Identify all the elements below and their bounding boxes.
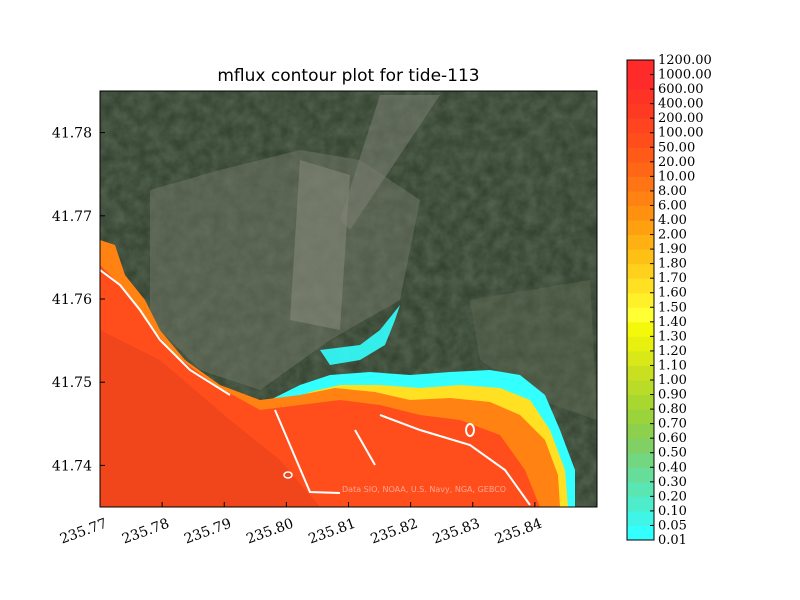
colorbar-segment bbox=[627, 292, 654, 308]
colorbar-label: 0.80 bbox=[658, 402, 687, 417]
colorbar-segment bbox=[627, 409, 654, 425]
colorbar-segment bbox=[627, 263, 654, 279]
colorbar-segment bbox=[627, 132, 654, 148]
colorbar-segment bbox=[627, 525, 654, 541]
y-tick-label: 41.74 bbox=[52, 458, 92, 474]
colorbar-segment bbox=[627, 220, 654, 236]
colorbar-segment bbox=[627, 161, 654, 177]
colorbar-label: 1.90 bbox=[658, 242, 687, 257]
colorbar-label: 100.00 bbox=[658, 126, 704, 141]
colorbar-label: 1.20 bbox=[658, 344, 687, 359]
colorbar-segment bbox=[627, 350, 654, 366]
colorbar-segment bbox=[627, 394, 654, 410]
colorbar-label: 0.70 bbox=[658, 417, 687, 432]
colorbar-label: 50.00 bbox=[658, 140, 695, 155]
colorbar-segment bbox=[627, 467, 654, 483]
x-tick-label: 235.80 bbox=[244, 516, 296, 548]
colorbar-label: 0.10 bbox=[658, 504, 687, 519]
colorbar-segment bbox=[627, 336, 654, 352]
colorbar-label: 4.00 bbox=[658, 213, 687, 228]
colorbar-label: 6.00 bbox=[658, 198, 687, 213]
colorbar-segment bbox=[627, 147, 654, 163]
colorbar-label: 1.50 bbox=[658, 300, 687, 315]
colorbar-segment bbox=[627, 380, 654, 396]
colorbar-label: 0.60 bbox=[658, 431, 687, 446]
colorbar-label: 2.00 bbox=[658, 228, 687, 243]
colorbar-label: 0.05 bbox=[658, 518, 687, 533]
colorbar-segment bbox=[627, 496, 654, 512]
chart-title: mflux contour plot for tide-113 bbox=[217, 66, 480, 86]
colorbar-segment bbox=[627, 205, 654, 221]
colorbar-label: 600.00 bbox=[658, 82, 704, 97]
colorbar-segment bbox=[627, 89, 654, 105]
x-tick-label: 235.82 bbox=[368, 516, 420, 548]
x-tick-label: 235.81 bbox=[306, 516, 358, 548]
x-tick-label: 235.78 bbox=[120, 516, 172, 548]
y-axis: 41.74 41.75 41.76 41.77 41.78 bbox=[52, 126, 105, 474]
colorbar-label: 8.00 bbox=[658, 184, 687, 199]
colorbar-segment bbox=[627, 423, 654, 439]
colorbar-label: 1.60 bbox=[658, 286, 687, 301]
map-attribution: Data SIO, NOAA, U.S. Navy, NGA, GEBCO bbox=[342, 485, 506, 494]
y-tick-label: 41.77 bbox=[52, 209, 92, 225]
y-tick-label: 41.75 bbox=[52, 375, 92, 391]
colorbar-frame bbox=[626, 59, 655, 541]
colorbar-segment bbox=[627, 74, 654, 90]
colorbar-segment bbox=[627, 321, 654, 337]
colorbar-label: 0.20 bbox=[658, 489, 687, 504]
colorbar-segment bbox=[627, 438, 654, 454]
colorbar-segment bbox=[627, 103, 654, 119]
colorbar-segment bbox=[627, 249, 654, 265]
colorbar-segment bbox=[627, 365, 654, 381]
colorbar-label: 200.00 bbox=[658, 111, 704, 126]
satellite-basemap bbox=[100, 91, 597, 507]
colorbar-label: 0.50 bbox=[658, 446, 687, 461]
colorbar-label: 1200.00 bbox=[658, 53, 712, 68]
colorbar-label: 0.40 bbox=[658, 460, 687, 475]
colorbar-segment bbox=[627, 481, 654, 497]
colorbar-label: 1.80 bbox=[658, 257, 687, 272]
colorbar-label: 0.90 bbox=[658, 388, 687, 403]
x-tick-label: 235.83 bbox=[431, 516, 483, 548]
y-tick-label: 41.76 bbox=[52, 292, 92, 308]
colorbar-label: 0.01 bbox=[658, 533, 687, 548]
colorbar-label: 20.00 bbox=[658, 155, 695, 170]
colorbar-label: 1.30 bbox=[658, 329, 687, 344]
colorbar-segment bbox=[627, 278, 654, 294]
colorbar-segment bbox=[627, 452, 654, 468]
x-axis: 235.77 235.78 235.79 235.80 235.81 235.82 235.… bbox=[58, 502, 544, 548]
colorbar-segment bbox=[627, 60, 654, 76]
colorbar-label: 400.00 bbox=[658, 97, 704, 112]
colorbar-label: 1000.00 bbox=[658, 68, 712, 83]
colorbar-label: 1.00 bbox=[658, 373, 687, 388]
colorbar-label: 10.00 bbox=[658, 169, 695, 184]
colorbar-segment bbox=[627, 510, 654, 526]
x-tick-label: 235.77 bbox=[58, 516, 110, 548]
colorbar-segment bbox=[627, 118, 654, 134]
y-tick-label: 41.78 bbox=[52, 126, 92, 142]
colorbar-segment bbox=[627, 234, 654, 250]
colorbar-segment bbox=[627, 307, 654, 323]
colorbar-segment bbox=[627, 176, 654, 192]
colorbar: 0.010.050.100.200.300.400.500.600.700.80… bbox=[626, 53, 712, 548]
colorbar-label: 1.10 bbox=[658, 358, 687, 373]
colorbar-label: 1.70 bbox=[658, 271, 687, 286]
colorbar-label: 1.40 bbox=[658, 315, 687, 330]
x-tick-label: 235.84 bbox=[493, 516, 545, 548]
colorbar-label: 0.30 bbox=[658, 475, 687, 490]
colorbar-segment bbox=[627, 190, 654, 206]
x-tick-label: 235.79 bbox=[182, 516, 234, 548]
